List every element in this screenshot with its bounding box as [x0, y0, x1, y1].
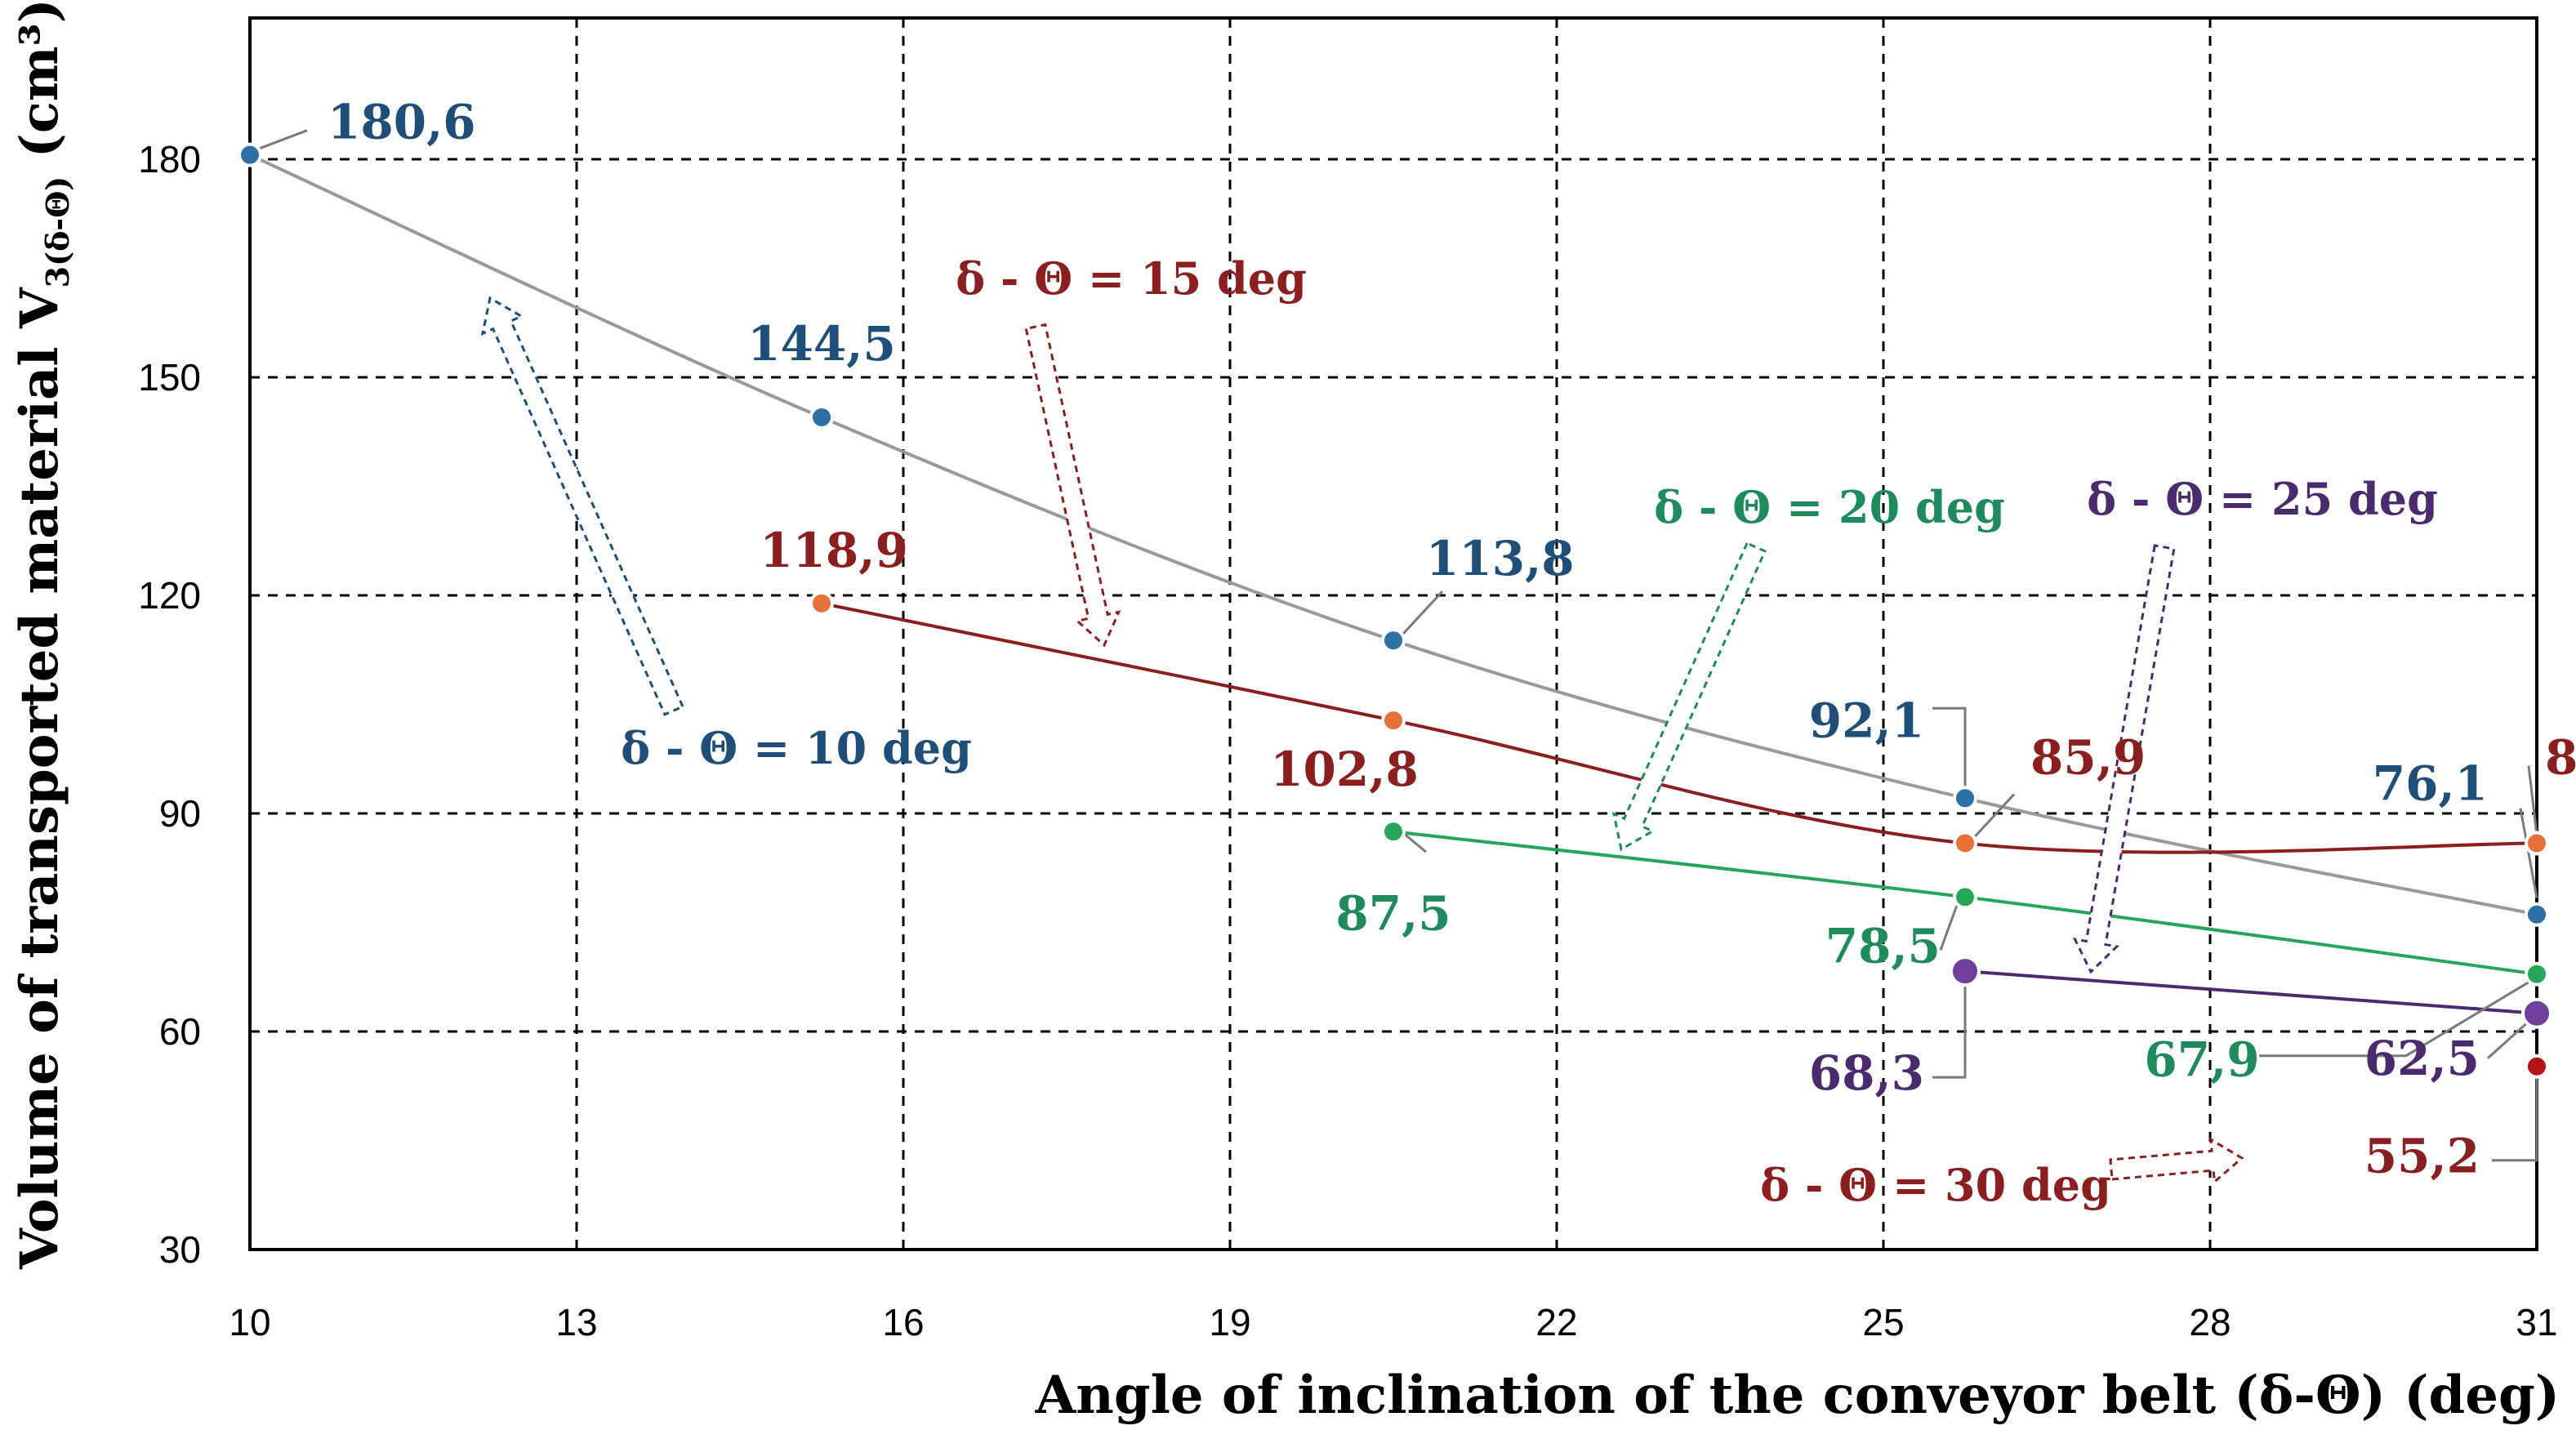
data-labels: 180,6 144,5 113,8 92,1 76,1 118,9 102,8 85,9 85,…: [328, 95, 2576, 1184]
grid: [250, 18, 2537, 1250]
x-tick-label: 31: [2516, 1301, 2557, 1343]
leader-line: [1939, 904, 1959, 951]
series-label: δ - Θ = 20 deg: [1654, 481, 2005, 533]
x-tick-label: 16: [882, 1301, 924, 1343]
leader-line: [2492, 1074, 2538, 1162]
series-label: δ - Θ = 10 deg: [621, 722, 972, 774]
data-label: 118,9: [760, 523, 908, 578]
data-point: [809, 590, 834, 616]
data-point: [1381, 628, 1406, 653]
data-label: 92,1: [1809, 693, 1924, 748]
data-label: 144,5: [747, 316, 896, 372]
y-axis-title-main: Volume of transported material V: [9, 287, 70, 1270]
y-tick-label: 90: [159, 792, 201, 835]
y-tick-label: 30: [159, 1228, 201, 1271]
x-tick-label: 13: [555, 1301, 597, 1343]
data-point: [1381, 708, 1406, 733]
series-label: δ - Θ = 25 deg: [2087, 473, 2438, 525]
data-point: [1381, 819, 1406, 844]
data-point: [238, 142, 262, 167]
axis-ticks: 10 13 16 19 22 25 28 31 30 60 90 120 150 180: [138, 138, 2557, 1343]
y-axis-title: Volume of transported material V3(δ-Θ) (…: [9, 0, 76, 1270]
data-label: 180,6: [328, 95, 476, 150]
y-tick-label: 60: [159, 1010, 201, 1053]
data-label: 87,5: [1335, 885, 1451, 941]
series-arrow: [480, 296, 684, 716]
leader-line: [2527, 765, 2538, 835]
y-tick-label: 150: [138, 356, 201, 399]
series-label: δ - Θ = 30 deg: [1760, 1159, 2111, 1211]
series-arrow: [1611, 541, 1767, 852]
data-label: 113,8: [1426, 531, 1575, 586]
x-tick-label: 25: [1862, 1301, 1904, 1343]
data-label: 85,9: [2545, 729, 2576, 785]
leader-line: [1401, 831, 1427, 853]
leader-line: [2259, 981, 2529, 1058]
data-label: 76,1: [2373, 756, 2488, 812]
series-line-4: [1964, 969, 2538, 1015]
series-arrow: [1024, 323, 1121, 648]
data-point: [2525, 831, 2549, 856]
y-tick-label: 180: [138, 138, 201, 180]
data-point: [1953, 786, 1977, 811]
data-label: 55,2: [2364, 1129, 2480, 1184]
leader-line: [1932, 979, 1967, 1079]
leader-line: [259, 129, 308, 150]
data-label: 67,9: [2144, 1032, 2259, 1088]
data-point: [1953, 831, 1977, 856]
data-label: 68,3: [1809, 1045, 1924, 1101]
x-tick-label: 10: [229, 1301, 270, 1343]
data-label: 62,5: [2364, 1031, 2480, 1086]
series-arrows: [480, 296, 2244, 1185]
x-tick-label: 22: [1535, 1301, 1577, 1343]
data-point: [809, 404, 834, 430]
data-label: 102,8: [1270, 742, 1419, 797]
plot-frame: [248, 16, 2538, 1251]
series-arrow: [2072, 544, 2176, 974]
data-points: [238, 142, 2552, 1079]
series-lines: [249, 153, 2538, 1015]
y-axis-title-unit: (cm³): [9, 0, 70, 176]
leader-line: [2486, 1020, 2530, 1059]
x-tick-label: 28: [2189, 1301, 2231, 1343]
data-point: [2525, 1054, 2549, 1079]
data-label: 85,9: [2030, 729, 2146, 785]
data-label: 78,5: [1825, 918, 1941, 974]
series-line-2: [821, 601, 2538, 854]
data-point: [1950, 956, 1981, 987]
data-point: [1953, 884, 1977, 910]
y-tick-label: 120: [138, 574, 201, 617]
leader-line: [1972, 793, 2016, 840]
x-axis-title: Angle of inclination of the conveyor bel…: [1035, 1365, 2560, 1426]
leader-lines: [259, 129, 2538, 1162]
x-tick-label: 19: [1209, 1301, 1250, 1343]
leader-line: [2519, 808, 2538, 898]
leader-line: [1400, 590, 1444, 637]
data-point: [2525, 961, 2549, 987]
series-arrow: [2109, 1137, 2244, 1185]
data-point: [2521, 997, 2552, 1029]
leader-line: [1932, 706, 1967, 791]
data-point: [2525, 902, 2549, 927]
series-labels: δ - Θ = 10 deg δ - Θ = 15 deg δ - Θ = 20 d…: [621, 252, 2438, 1211]
series-label: δ - Θ = 15 deg: [956, 252, 1307, 305]
y-axis-title-subscript: 3(δ-Θ): [39, 176, 76, 288]
